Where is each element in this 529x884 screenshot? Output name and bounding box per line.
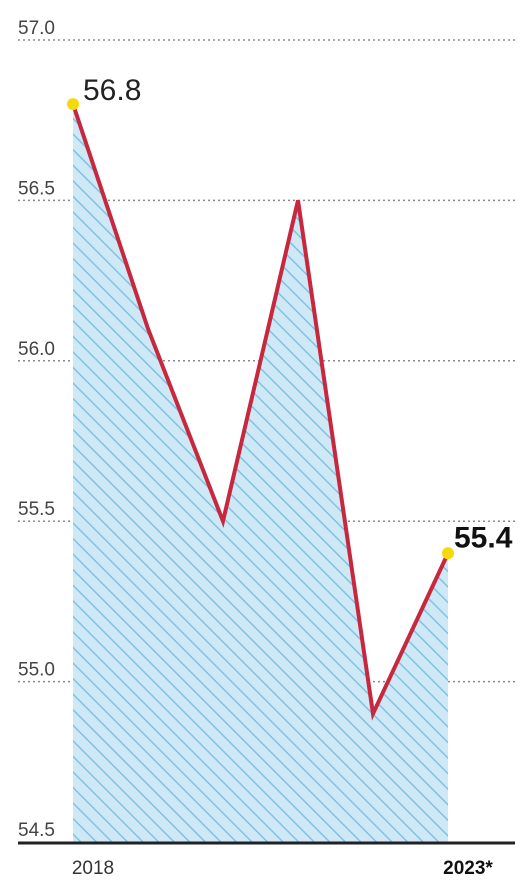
y-tick-label: 55.0	[18, 660, 55, 681]
data-labels: 56.8 55.4	[83, 74, 513, 554]
x-tick-labels: 2018 2023*	[72, 858, 494, 879]
x-tick-label: 2018	[72, 858, 114, 879]
y-tick-label: 57.0	[18, 18, 55, 39]
y-tick-label: 56.0	[18, 339, 55, 360]
data-point-marker	[67, 98, 79, 111]
area-fill-layer	[73, 104, 448, 842]
data-markers	[67, 98, 454, 560]
series-line	[71, 102, 450, 721]
y-tick-label: 55.5	[18, 499, 55, 520]
data-point-marker	[442, 547, 454, 560]
data-label: 56.8	[83, 74, 141, 107]
y-tick-label: 56.5	[18, 178, 55, 199]
series-line-layer	[71, 102, 450, 721]
x-tick-label: 2023*	[443, 858, 493, 879]
y-tick-label: 54.5	[18, 820, 55, 841]
data-label: 55.4	[454, 521, 513, 554]
area-fill	[73, 104, 448, 842]
y-tick-labels: 57.0 56.5 56.0 55.5 55.0 54.5	[18, 18, 55, 841]
